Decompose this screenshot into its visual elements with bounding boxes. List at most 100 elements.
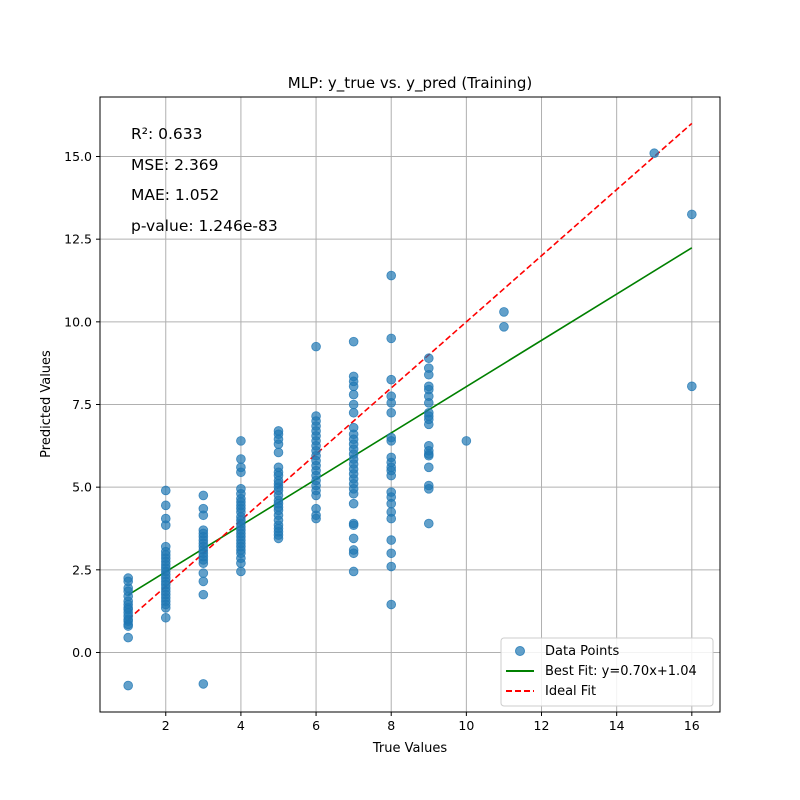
y-tick-label: 12.5 (64, 232, 92, 247)
legend: Data Points Best Fit: y=0.70x+1.04 Ideal… (500, 637, 714, 707)
data-point (386, 470, 397, 481)
x-axis-label: True Values (372, 741, 447, 756)
x-tick-label: 4 (237, 718, 245, 733)
x-tick-label: 6 (312, 718, 320, 733)
data-point (236, 467, 246, 478)
x-tick-label: 12 (534, 718, 550, 733)
data-point (123, 680, 133, 691)
data-point (386, 599, 397, 610)
data-point (311, 490, 321, 501)
data-point (236, 436, 246, 446)
data-point (423, 398, 434, 408)
y-tick-label: 7.5 (72, 397, 92, 412)
legend-label-ideal-fit: Ideal Fit (545, 684, 596, 699)
data-point (198, 510, 209, 521)
ideal-fit-line (127, 122, 693, 621)
data-point (499, 321, 509, 332)
data-point (198, 679, 209, 689)
x-tick-label: 10 (458, 718, 474, 733)
data-point (348, 389, 359, 400)
data-point (348, 381, 359, 392)
r2-annotation: R²: 0.633 (131, 125, 203, 143)
data-point (348, 498, 359, 509)
data-point (423, 353, 434, 364)
data-point (423, 484, 434, 494)
data-point (423, 518, 434, 529)
data-point (386, 436, 397, 446)
legend-label-best-fit: Best Fit: y=0.70x+1.04 (545, 664, 697, 679)
legend-box (500, 637, 714, 707)
data-point (160, 520, 171, 530)
x-tick-label: 16 (684, 718, 700, 733)
data-point (348, 336, 359, 347)
data-point (649, 148, 660, 159)
legend-marker-data-points (515, 646, 525, 656)
data-point (236, 558, 246, 569)
data-point (311, 341, 321, 352)
data-point (386, 561, 397, 572)
data-point (386, 270, 397, 281)
data-point (273, 533, 284, 544)
data-point (311, 513, 321, 524)
axis-ticks: 2 4 6 8 10 12 14 16 0.0 2.5 5.0 7.5 10.0 12.5 15.0 (64, 149, 700, 733)
data-point (348, 566, 359, 577)
data-point (386, 374, 397, 385)
data-point (348, 520, 359, 530)
y-tick-label: 10.0 (64, 314, 92, 329)
y-axis-label: Predicted Values (39, 350, 54, 458)
data-point (386, 548, 397, 559)
data-point (499, 307, 509, 317)
data-point (198, 568, 209, 578)
data-point (423, 450, 434, 461)
metrics-annotation: R²: 0.633 MSE: 2.369 MAE: 1.052 p-value:… (131, 125, 278, 235)
data-point (160, 485, 171, 496)
data-point (160, 500, 171, 511)
data-point (273, 439, 284, 449)
data-point (123, 632, 133, 643)
data-point (348, 399, 359, 410)
fit-lines (127, 122, 693, 621)
data-point (198, 490, 209, 501)
data-point (160, 603, 171, 613)
data-point (123, 621, 133, 631)
data-point (386, 535, 397, 545)
data-point (348, 548, 359, 559)
y-tick-label: 0.0 (72, 645, 92, 660)
grid (100, 97, 720, 712)
data-point (198, 558, 209, 569)
data-point (273, 447, 284, 458)
data-point (461, 436, 472, 446)
data-point (236, 566, 246, 577)
data-point (348, 488, 359, 499)
mae-annotation: MAE: 1.052 (131, 186, 219, 204)
y-tick-label: 15.0 (64, 149, 92, 164)
data-point (687, 381, 697, 392)
data-point (236, 454, 246, 464)
best-fit-line (127, 247, 693, 596)
data-point (423, 462, 434, 473)
data-point (386, 333, 397, 344)
mse-annotation: MSE: 2.369 (131, 156, 219, 174)
p-value-annotation: p-value: 1.246e-83 (131, 217, 278, 235)
x-tick-label: 14 (609, 718, 625, 733)
data-point (198, 589, 209, 600)
data-points (123, 148, 697, 691)
data-point (160, 612, 171, 623)
data-point (386, 498, 397, 509)
legend-label-data-points: Data Points (545, 644, 619, 659)
data-point (348, 407, 359, 418)
data-point (198, 576, 209, 587)
y-tick-label: 5.0 (72, 480, 92, 495)
data-point (386, 407, 397, 418)
data-point (386, 513, 397, 524)
chart-title: MLP: y_true vs. y_pred (Training) (288, 74, 532, 93)
data-point (348, 533, 359, 544)
x-tick-label: 2 (162, 718, 170, 733)
data-point (386, 398, 397, 408)
y-tick-label: 2.5 (72, 562, 92, 577)
data-point (423, 419, 434, 430)
x-tick-label: 8 (387, 718, 395, 733)
data-point (423, 369, 434, 380)
data-point (687, 209, 697, 220)
